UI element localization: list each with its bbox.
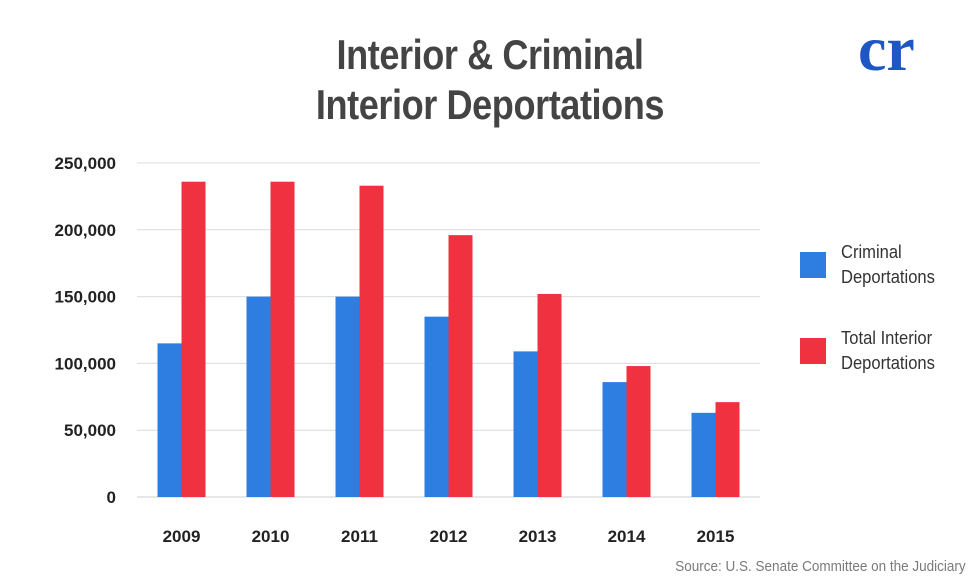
legend-label-criminal: Criminal Deportations xyxy=(841,242,935,287)
bar-criminal-2010 xyxy=(246,296,271,497)
y-tick-label: 150,000 xyxy=(55,288,116,307)
bar-criminal-2015 xyxy=(691,412,716,497)
legend-item-total-interior: Total Interior Deportations xyxy=(800,326,975,376)
bar-criminal-2014 xyxy=(602,382,627,497)
x-tick-label: 2013 xyxy=(519,527,557,546)
legend-item-criminal: Criminal Deportations xyxy=(800,240,975,290)
bar-total-interior-2014 xyxy=(626,366,651,497)
bar-criminal-2009 xyxy=(157,343,182,497)
x-tick-label: 2014 xyxy=(608,527,646,546)
x-tick-label: 2009 xyxy=(163,527,201,546)
chart-legend: Criminal Deportations Total Interior Dep… xyxy=(800,240,975,412)
y-tick-label: 200,000 xyxy=(55,221,116,240)
legend-label-total-interior: Total Interior Deportations xyxy=(841,328,935,373)
y-tick-label: 100,000 xyxy=(55,354,116,373)
bar-total-interior-2011 xyxy=(359,185,384,497)
bar-total-interior-2010 xyxy=(270,181,295,498)
legend-swatch-criminal xyxy=(800,252,826,278)
source-note: Source: U.S. Senate Committee on the Jud… xyxy=(675,558,966,575)
x-tick-label: 2011 xyxy=(341,527,378,546)
bar-total-interior-2009 xyxy=(181,181,206,498)
y-tick-label: 50,000 xyxy=(64,421,116,440)
chart-title-line-1: Interior & Criminal xyxy=(336,31,644,78)
x-tick-label: 2012 xyxy=(430,527,468,546)
chart-title: Interior & Criminal Interior Deportation… xyxy=(198,30,783,130)
bar-criminal-2013 xyxy=(513,351,538,497)
bar-total-interior-2012 xyxy=(448,235,473,498)
y-tick-label: 0 xyxy=(107,488,116,507)
x-tick-label: 2010 xyxy=(252,527,290,546)
bar-criminal-2012 xyxy=(424,316,449,497)
bar-total-interior-2013 xyxy=(537,293,562,497)
y-tick-label: 250,000 xyxy=(55,154,116,173)
cr-logo-text: cr xyxy=(858,22,915,80)
bar-criminal-2011 xyxy=(335,296,360,497)
x-tick-label: 2015 xyxy=(697,527,735,546)
chart-title-line-2: Interior Deportations xyxy=(315,81,665,128)
legend-swatch-total-interior xyxy=(800,338,826,364)
bar-total-interior-2015 xyxy=(715,402,740,497)
cr-logo: cr xyxy=(858,22,915,80)
